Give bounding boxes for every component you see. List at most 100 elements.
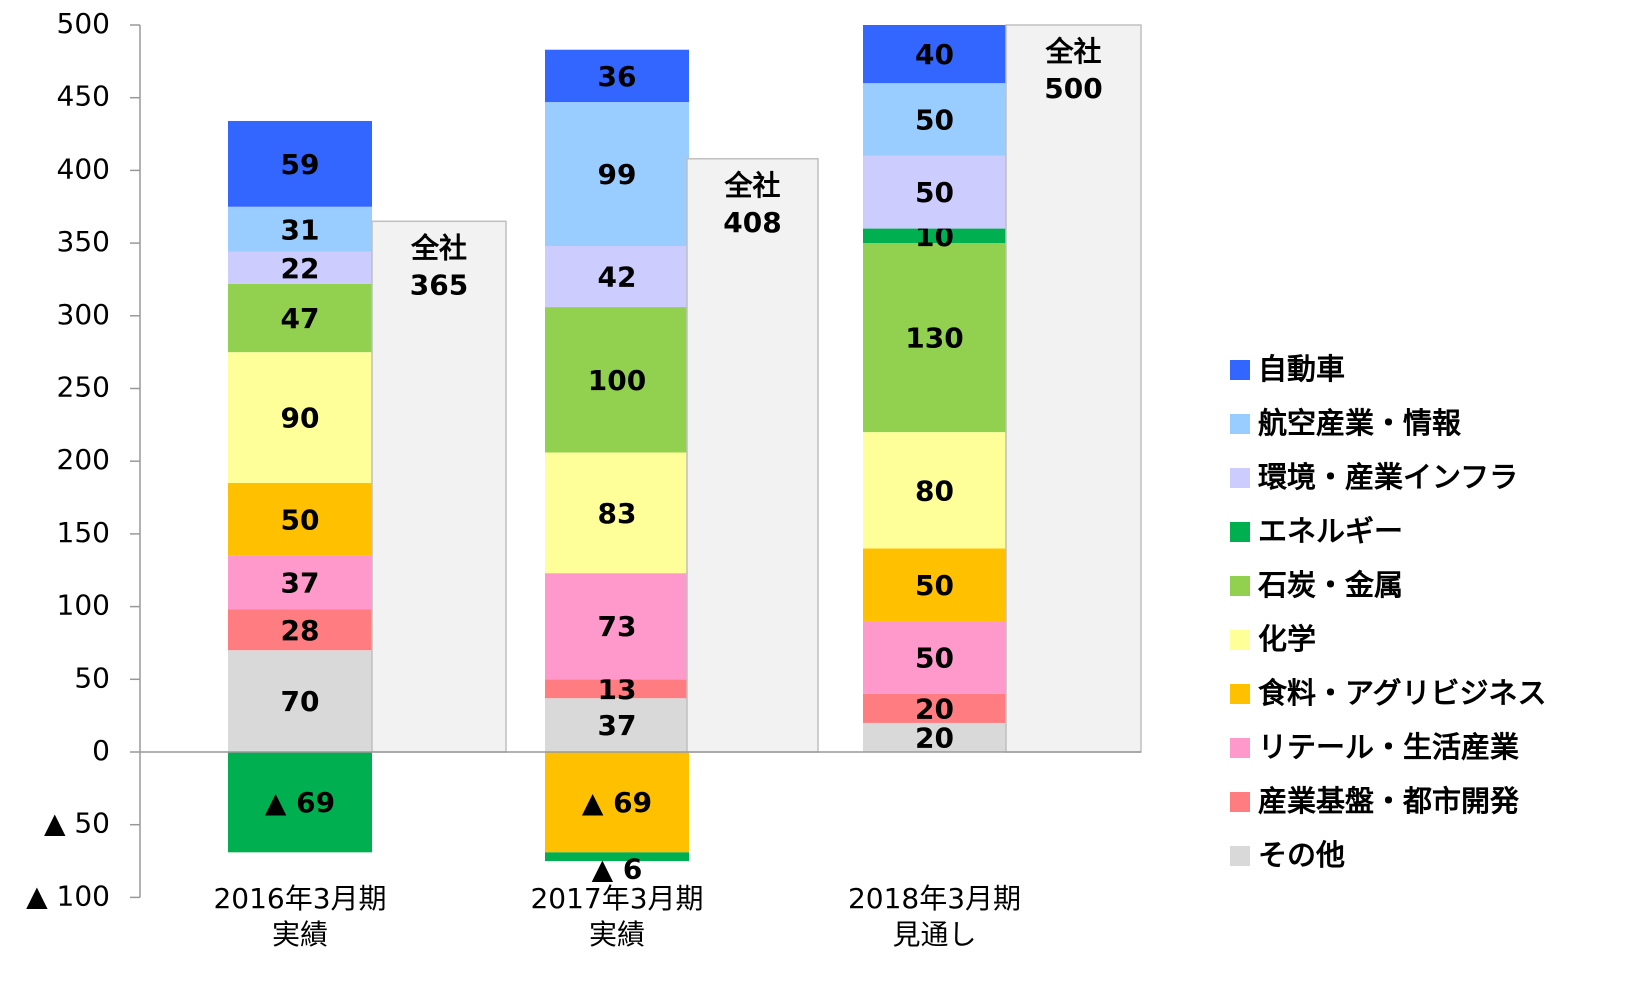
bar-segment: [545, 752, 689, 853]
bar-segment: [228, 752, 372, 853]
data-label: 28: [281, 614, 320, 647]
total-bar: [371, 220, 507, 753]
bar-segment: [545, 698, 689, 752]
bar-segment: [228, 120, 372, 207]
data-label: 90: [281, 402, 320, 435]
total-label: 408: [723, 206, 781, 239]
legend-swatch: [1230, 738, 1250, 758]
bar-segment: [228, 251, 372, 284]
y-tick-label: 100: [57, 589, 110, 622]
bar-segment: [545, 452, 689, 574]
bar-segment: [545, 49, 689, 103]
bar-segment: [863, 722, 1006, 752]
x-tick-label: 見通し: [892, 918, 976, 951]
data-label: 50: [915, 176, 954, 209]
bar-segment: [545, 573, 689, 680]
legend-label: リテール・生活産業: [1258, 730, 1519, 764]
bar-segment: [228, 555, 372, 610]
legend-swatch: [1230, 684, 1250, 704]
data-label: ▲ 69: [265, 786, 335, 819]
x-tick-label: 2018年3月期: [848, 882, 1021, 915]
data-label: ▲ 69: [582, 786, 652, 819]
legend-label: 産業基盤・都市開発: [1258, 784, 1520, 818]
y-tick-label: 450: [57, 80, 110, 113]
data-label: 37: [598, 709, 637, 742]
legend-swatch: [1230, 468, 1250, 488]
data-label: 50: [915, 569, 954, 602]
bar-segment: [863, 228, 1006, 244]
data-label: 70: [281, 685, 320, 718]
legend-label: 石炭・金属: [1257, 568, 1403, 602]
total-name: 全社: [410, 231, 467, 264]
data-label: 37: [281, 567, 320, 600]
legend-label: エネルギー: [1258, 514, 1403, 548]
x-tick-label: 実績: [589, 918, 645, 951]
total-label: 365: [410, 268, 468, 301]
y-tick-label: 0: [92, 734, 110, 767]
bar-segment: [228, 283, 372, 353]
bar-segment: [863, 155, 1006, 229]
data-label: 50: [915, 104, 954, 137]
data-label: 22: [281, 252, 320, 285]
bar-segment: [863, 693, 1006, 723]
y-tick-label: 250: [57, 371, 110, 404]
legend-label: 環境・産業インフラ: [1258, 460, 1518, 494]
legend-label: 航空産業・情報: [1258, 406, 1462, 440]
data-label: 40: [915, 38, 954, 71]
bar-segment: [545, 246, 689, 308]
y-tick-label: 300: [57, 298, 110, 331]
bar-segment: [545, 679, 689, 699]
bar-segment: [863, 83, 1006, 156]
y-tick-label: 350: [57, 225, 110, 258]
data-label: 50: [281, 503, 320, 536]
total-bar: [1005, 24, 1142, 753]
data-label: 73: [598, 610, 637, 643]
total-bar: [686, 158, 819, 753]
data-label: 31: [281, 213, 320, 246]
bar-segment: [228, 483, 372, 556]
data-label: 36: [598, 60, 637, 93]
bar-segment: [863, 548, 1006, 622]
bar-segment: [863, 621, 1006, 694]
y-tick-label: 150: [57, 516, 110, 549]
y-tick-label: 50: [74, 661, 110, 694]
y-tick-label: ▲ 100: [26, 879, 110, 912]
y-tick-label: 500: [57, 7, 110, 40]
bar-segment: [863, 432, 1006, 549]
y-tick-label: ▲ 50: [44, 807, 110, 840]
data-label: 47: [281, 302, 320, 335]
x-tick-label: 2017年3月期: [530, 882, 703, 915]
bar-segment: [545, 102, 689, 247]
x-tick-label: 実績: [272, 918, 328, 951]
bar-segment: [228, 650, 372, 752]
legend-swatch: [1230, 792, 1250, 812]
data-label: 42: [598, 261, 637, 294]
x-tick-label: 2016年3月期: [213, 882, 386, 915]
bar-segment: [545, 852, 689, 862]
data-label: 99: [598, 158, 637, 191]
bar-segment: [545, 307, 689, 453]
data-label: 50: [915, 641, 954, 674]
total-label: 500: [1044, 72, 1102, 105]
data-label: 100: [588, 364, 646, 397]
data-label: 130: [905, 322, 963, 355]
total-name: 全社: [723, 169, 780, 202]
data-label: ▲ 6: [592, 853, 643, 886]
y-tick-label: 200: [57, 443, 110, 476]
legend-swatch: [1230, 576, 1250, 596]
data-label: 80: [915, 474, 954, 507]
legend-swatch: [1230, 414, 1250, 434]
legend-label: 自動車: [1258, 352, 1345, 386]
bar-segment: [863, 25, 1006, 84]
legend-swatch: [1230, 360, 1250, 380]
bar-segment: [863, 243, 1006, 433]
legend-label: その他: [1258, 838, 1345, 872]
data-label: 20: [915, 692, 954, 725]
bar-segment: [228, 206, 372, 252]
legend-swatch: [1230, 522, 1250, 542]
legend-label: 化学: [1258, 622, 1316, 656]
legend-swatch: [1230, 630, 1250, 650]
legend-label: 食料・アグリビジネス: [1258, 676, 1547, 710]
y-tick-label: 400: [57, 152, 110, 185]
